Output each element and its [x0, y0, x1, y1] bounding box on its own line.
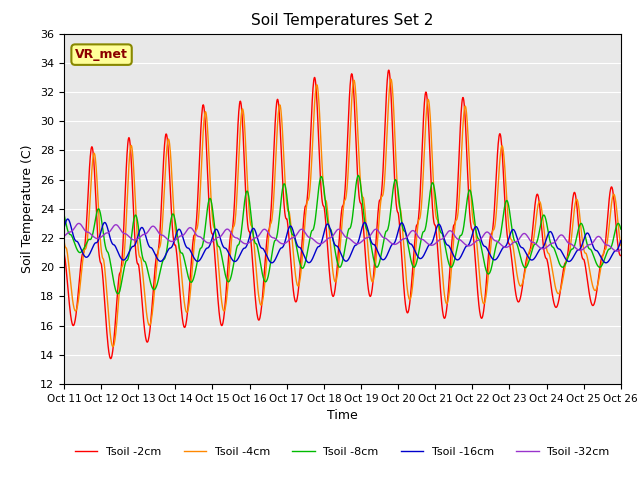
Tsoil -2cm	[60, 251, 68, 256]
X-axis label: Time: Time	[327, 409, 358, 422]
Tsoil -2cm	[279, 182, 287, 188]
Tsoil -4cm	[387, 76, 395, 82]
Tsoil -32cm	[613, 248, 621, 254]
Line: Tsoil -4cm: Tsoil -4cm	[64, 79, 621, 347]
Tsoil -8cm	[568, 246, 576, 252]
Line: Tsoil -2cm: Tsoil -2cm	[64, 70, 621, 359]
Title: Soil Temperatures Set 2: Soil Temperatures Set 2	[252, 13, 433, 28]
Tsoil -4cm	[429, 160, 436, 166]
Tsoil -8cm	[184, 270, 191, 276]
Tsoil -32cm	[184, 227, 191, 233]
Tsoil -32cm	[60, 233, 68, 239]
Tsoil -16cm	[60, 225, 68, 231]
Tsoil -2cm	[292, 299, 300, 304]
Tsoil -16cm	[279, 244, 287, 250]
Tsoil -4cm	[520, 274, 528, 279]
Tsoil -8cm	[617, 226, 625, 232]
Tsoil -2cm	[107, 356, 115, 361]
Line: Tsoil -16cm: Tsoil -16cm	[64, 219, 621, 263]
Line: Tsoil -8cm: Tsoil -8cm	[64, 176, 621, 294]
Tsoil -16cm	[520, 246, 527, 252]
Tsoil -16cm	[428, 240, 436, 245]
Tsoil -8cm	[279, 184, 287, 190]
Tsoil -8cm	[60, 212, 68, 217]
Tsoil -2cm	[385, 67, 392, 73]
Tsoil -4cm	[60, 238, 68, 243]
Tsoil -8cm	[292, 243, 300, 249]
Tsoil -4cm	[292, 278, 300, 284]
Tsoil -4cm	[184, 309, 191, 315]
Tsoil -32cm	[520, 231, 527, 237]
Tsoil -16cm	[64, 216, 72, 222]
Y-axis label: Soil Temperature (C): Soil Temperature (C)	[22, 144, 35, 273]
Text: VR_met: VR_met	[75, 48, 128, 61]
Tsoil -4cm	[109, 344, 117, 349]
Tsoil -16cm	[602, 260, 610, 266]
Line: Tsoil -32cm: Tsoil -32cm	[64, 223, 621, 251]
Tsoil -4cm	[279, 135, 287, 141]
Tsoil -8cm	[520, 264, 528, 270]
Tsoil -16cm	[617, 238, 625, 243]
Tsoil -32cm	[617, 247, 625, 252]
Tsoil -2cm	[520, 271, 528, 277]
Tsoil -2cm	[429, 205, 436, 211]
Tsoil -4cm	[568, 228, 576, 234]
Tsoil -4cm	[617, 242, 625, 248]
Tsoil -8cm	[429, 180, 436, 186]
Tsoil -16cm	[292, 240, 300, 246]
Tsoil -2cm	[617, 253, 625, 259]
Tsoil -16cm	[184, 245, 191, 251]
Tsoil -8cm	[114, 291, 122, 297]
Tsoil -2cm	[568, 202, 576, 208]
Tsoil -2cm	[184, 311, 191, 316]
Tsoil -32cm	[292, 232, 300, 238]
Tsoil -32cm	[75, 220, 83, 226]
Legend: Tsoil -2cm, Tsoil -4cm, Tsoil -8cm, Tsoil -16cm, Tsoil -32cm: Tsoil -2cm, Tsoil -4cm, Tsoil -8cm, Tsoi…	[70, 442, 614, 461]
Tsoil -16cm	[568, 257, 575, 263]
Tsoil -8cm	[355, 173, 362, 179]
Tsoil -32cm	[279, 241, 287, 247]
Tsoil -32cm	[428, 242, 436, 248]
Tsoil -32cm	[568, 241, 575, 247]
